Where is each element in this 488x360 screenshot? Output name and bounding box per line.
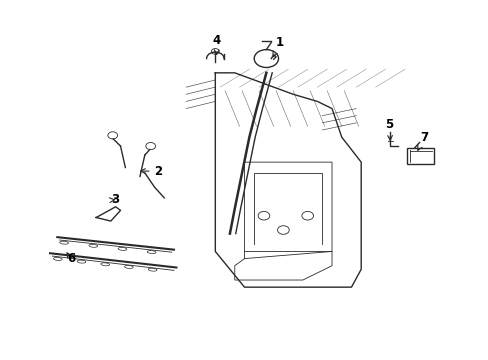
- Text: 4: 4: [212, 34, 221, 54]
- Text: 7: 7: [417, 131, 428, 150]
- Text: 2: 2: [140, 165, 163, 177]
- Text: 1: 1: [272, 36, 284, 57]
- Bar: [407, 148, 433, 164]
- Text: 3: 3: [109, 193, 119, 206]
- Text: 5: 5: [385, 118, 393, 140]
- Text: 6: 6: [67, 252, 75, 265]
